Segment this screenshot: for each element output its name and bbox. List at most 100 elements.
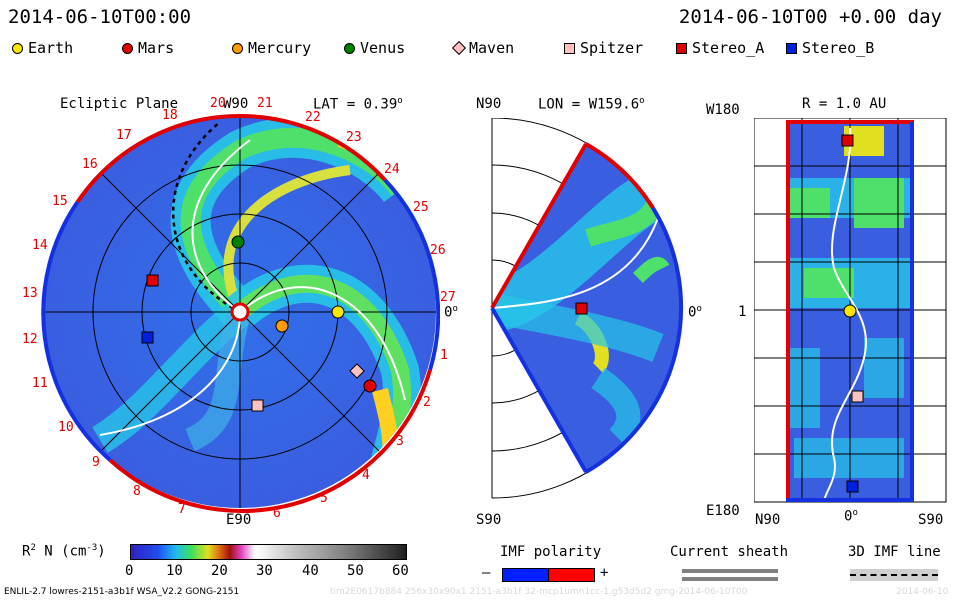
polarity-edge-negative [490, 307, 588, 473]
ecliptic-right-label: 0o [444, 304, 458, 321]
imf-polarity-minus: – [482, 565, 491, 581]
current-sheath [239, 286, 406, 401]
maven-marker-icon [349, 363, 365, 379]
carrington-label: 16 [82, 157, 98, 172]
radial-bottom-zero: 0o [844, 508, 858, 525]
radial-bottom-s: S90 [918, 512, 944, 528]
legend-mercury: Mercury [232, 39, 311, 57]
timestamp-left: 2014-06-10T00:00 [8, 6, 192, 28]
carrington-label: 20 [210, 96, 226, 111]
lat-value: LAT = 0.39 [313, 96, 398, 113]
legend-stereo-a: Stereo_A [676, 39, 764, 57]
stereo-a-marker-icon [841, 134, 854, 147]
current-sheath [191, 139, 251, 313]
legend-label: Mars [138, 39, 175, 57]
radial-bottom-n: N90 [755, 512, 781, 528]
mars-marker-icon [363, 379, 377, 393]
radial-top-left: W180 [706, 102, 740, 118]
imf-line-3d [172, 121, 241, 314]
carrington-label: 22 [305, 110, 321, 125]
imf-polarity-title: IMF polarity [500, 544, 602, 560]
zero-label: 0 [844, 508, 853, 525]
current-sheath [491, 217, 659, 309]
stereo-a-marker-icon [676, 42, 687, 54]
current-sheath [823, 127, 867, 503]
imf-line-title: 3D IMF line [848, 544, 941, 560]
polarity-arc-negative [41, 200, 112, 462]
polarity-arc-negative [383, 178, 440, 371]
legend-spitzer: Spitzer [564, 39, 643, 57]
meridional-right-label: 0o [688, 304, 702, 321]
spitzer-marker-icon [564, 42, 575, 54]
meridional-lon: LON = W159.6o [538, 96, 645, 113]
carrington-label: 21 [257, 96, 273, 111]
meridional-bottom-left: S90 [476, 512, 502, 528]
carrington-label: 13 [22, 286, 38, 301]
colorbar-label-r: R [22, 543, 31, 560]
lon-value: LON = W159.6 [538, 96, 640, 113]
current-sheath-swatch-bottom [682, 577, 778, 581]
ecliptic-plane-plot [41, 113, 440, 513]
legend-label: Venus [360, 39, 406, 57]
carrington-label: 14 [32, 238, 48, 253]
colorbar-tick: 0 [125, 563, 134, 579]
carrington-label: 27 [440, 290, 456, 305]
current-sheath-swatch-top [682, 569, 778, 573]
zero-label: 0 [688, 304, 697, 321]
spitzer-marker-icon [251, 399, 264, 412]
legend-venus: Venus [344, 39, 405, 57]
radial-title: R = 1.0 AU [802, 96, 887, 112]
carrington-label: 25 [413, 200, 429, 215]
legend-label: Earth [28, 39, 74, 57]
carrington-label: 12 [22, 332, 38, 347]
radial-density [788, 126, 912, 478]
polarity-arc-positive [585, 142, 655, 210]
earth-marker-icon [843, 304, 857, 318]
colorbar-tick: 10 [166, 563, 183, 579]
legend-label: Stereo_A [692, 39, 765, 57]
carrington-label: 10 [58, 420, 74, 435]
colorbar-tick: 30 [256, 563, 273, 579]
carrington-label: 5 [320, 491, 328, 506]
venus-marker-icon [344, 42, 355, 54]
degree-symbol: o [397, 96, 403, 106]
ecliptic-top-label: W90 [223, 96, 249, 112]
carrington-label: 17 [116, 128, 132, 143]
carrington-label: 4 [362, 468, 370, 483]
meridional-density [492, 175, 670, 447]
stereo-b-marker-icon [786, 42, 797, 54]
footer-middle: tim2E0617b884 256x30x90x1 2151-a3b1f 32-… [330, 587, 748, 597]
current-sheath [99, 311, 241, 436]
imf-polarity-plus: + [600, 565, 609, 581]
carrington-label: 11 [32, 376, 48, 391]
carrington-label: 8 [133, 484, 141, 499]
legend-label: Stereo_B [802, 39, 875, 57]
carrington-label: 24 [384, 162, 400, 177]
colorbar-tick: 20 [211, 563, 228, 579]
degree-symbol: o [852, 508, 858, 518]
timestamp-right: 2014-06-10T00 +0.00 day [678, 6, 942, 28]
mercury-marker-icon [275, 319, 289, 333]
stereo-b-marker-icon [141, 331, 154, 344]
degree-symbol: o [452, 304, 458, 314]
imf-polarity-positive-swatch [548, 568, 595, 582]
mercury-marker-icon [232, 42, 243, 54]
colorbar-tick: 40 [302, 563, 319, 579]
ecliptic-lat: LAT = 0.39o [313, 96, 403, 113]
current-sheath-title: Current sheath [670, 544, 789, 560]
footer-left: ENLIL-2.7 lowres-2151-a3b1f WSA_V2.2 GON… [4, 587, 240, 597]
earth-marker-icon [331, 305, 345, 319]
polarity-arc-positive [75, 113, 387, 204]
stereo-a-marker-icon [146, 274, 159, 287]
colorbar-tick: 50 [347, 563, 364, 579]
legend-mars: Mars [122, 39, 174, 57]
colorbar-label-rest: N (cm [35, 543, 87, 560]
legend-maven: Maven [451, 39, 514, 57]
ecliptic-bottom-label: E90 [226, 512, 252, 528]
radial-mid-left: 1 [738, 304, 747, 320]
meridional-plot [490, 118, 684, 499]
degree-symbol: o [639, 96, 645, 106]
polarity-arc-positive [108, 369, 432, 513]
carrington-label: 23 [346, 130, 362, 145]
ecliptic-title: Ecliptic Plane [60, 96, 179, 112]
